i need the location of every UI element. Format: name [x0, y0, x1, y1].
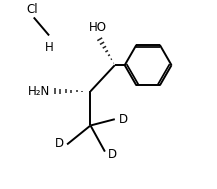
Text: HO: HO	[89, 21, 107, 34]
Text: Cl: Cl	[26, 3, 38, 16]
Text: H: H	[45, 41, 53, 54]
Text: D: D	[55, 137, 64, 150]
Text: D: D	[119, 113, 128, 126]
Text: H₂N: H₂N	[28, 85, 50, 98]
Text: D: D	[108, 148, 117, 161]
